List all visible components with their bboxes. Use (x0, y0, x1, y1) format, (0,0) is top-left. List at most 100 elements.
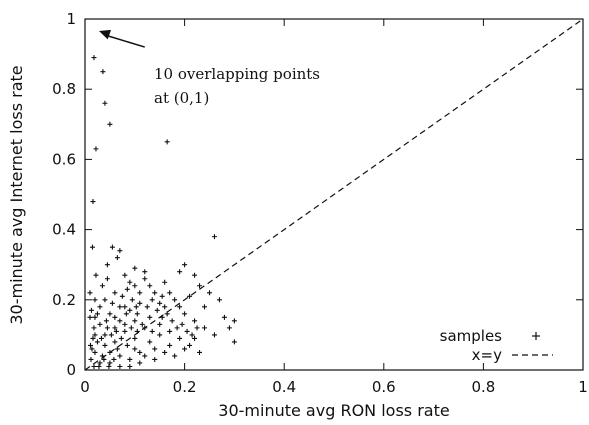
scatter-point (149, 328, 155, 334)
scatter-point (132, 283, 138, 289)
scatter-point (202, 304, 208, 310)
scatter-point (162, 304, 168, 310)
annotation-text-line-1: 10 overlapping points (154, 65, 320, 83)
scatter-point (104, 276, 110, 282)
scatter-point (112, 339, 118, 345)
scatter-point (164, 139, 170, 145)
annotation-arrow (104, 34, 145, 48)
scatter-point (98, 335, 104, 341)
scatter-point (112, 325, 118, 331)
scatter-point (91, 363, 97, 369)
scatter-point (189, 332, 195, 338)
scatter-point (182, 311, 188, 317)
scatter-point (111, 356, 117, 362)
scatter-point (157, 321, 163, 327)
scatter-point (109, 300, 115, 306)
x-tick-label: 0.6 (372, 378, 396, 396)
scatter-point (93, 146, 99, 152)
scatter-point (192, 335, 198, 341)
scatter-point (221, 314, 227, 320)
plot-frame (84, 18, 584, 371)
scatter-point (106, 363, 112, 369)
y-tick-label: 0.4 (52, 221, 76, 239)
scatter-point (91, 55, 97, 61)
scatter-point (117, 304, 123, 310)
scatter-point (154, 307, 160, 313)
scatter-point (112, 314, 118, 320)
scatter-point (92, 314, 98, 320)
scatter-point (162, 279, 168, 285)
scatter-point (92, 297, 98, 303)
scatter-point (107, 311, 113, 317)
scatter-point (147, 283, 153, 289)
legend-label-samples: samples (440, 327, 503, 345)
scatter-point (118, 335, 124, 341)
scatter-point (231, 318, 237, 324)
scatter-point (94, 339, 100, 345)
annotation: 10 overlapping points at (0,1) (99, 29, 320, 107)
scatter-point (96, 363, 102, 369)
scatter-point (194, 325, 200, 331)
scatter-point (157, 332, 163, 338)
scatter-point (124, 286, 130, 292)
scatter-point (102, 100, 108, 106)
scatter-point (137, 349, 143, 355)
scatter-point (177, 335, 183, 341)
scatter-point (142, 276, 148, 282)
scatter-point (97, 360, 103, 366)
scatter-point (100, 69, 106, 75)
scatter-point (91, 325, 97, 331)
scatter-point (207, 290, 212, 296)
scatter-point (117, 363, 123, 369)
axis-ticks: 0 0.2 0.4 0.6 0.8 1 0 0.2 0.4 0.6 0.8 1 (52, 10, 588, 396)
scatter-point (169, 318, 175, 324)
scatter-point (122, 272, 128, 278)
scatter-point (123, 311, 129, 317)
x-tick-label: 1 (578, 378, 588, 396)
scatter-point (159, 293, 165, 299)
scatter-point (187, 293, 193, 299)
scatter-point (162, 349, 168, 355)
scatter-point (93, 272, 99, 278)
scatter-point (114, 255, 120, 261)
scatter-point (122, 321, 128, 327)
scatter-point (231, 339, 237, 345)
scatter-point (104, 325, 110, 331)
scatter-point (107, 360, 113, 366)
scatter-point (102, 342, 108, 348)
x-tick-label: 0.4 (272, 378, 296, 396)
scatter-point (152, 290, 158, 296)
scatter-point (88, 307, 94, 313)
scatter-point (89, 346, 95, 352)
scatter-point (167, 328, 173, 334)
y-tick-label: 1 (66, 10, 76, 28)
scatter-point (127, 363, 133, 369)
annotation-text-line-2: at (0,1) (154, 89, 209, 107)
scatter-point (127, 279, 133, 285)
scatter-point (122, 328, 128, 334)
scatter-point (132, 346, 138, 352)
scatter-point (101, 356, 107, 362)
y-tick-label: 0.6 (52, 150, 76, 168)
scatter-point (102, 332, 108, 338)
scatter-point (99, 283, 105, 289)
scatter-point (172, 297, 178, 303)
scatter-point (127, 307, 133, 313)
scatter-point (177, 269, 183, 275)
scatter-point (90, 199, 96, 205)
scatter-point (132, 265, 138, 271)
scatter-point (202, 325, 208, 331)
scatter-point (167, 342, 173, 348)
scatter-point (87, 290, 93, 296)
scatter-point (139, 321, 145, 327)
scatter-point (184, 328, 190, 334)
y-tick-label: 0 (66, 361, 76, 379)
scatter-point (92, 349, 98, 355)
scatter-points (87, 55, 237, 369)
scatter-point (179, 321, 185, 327)
scatter-point (128, 325, 134, 331)
scatter-point (147, 314, 153, 320)
scatter-point (94, 311, 100, 317)
scatter-point (97, 304, 103, 310)
scatter-point (142, 353, 148, 359)
